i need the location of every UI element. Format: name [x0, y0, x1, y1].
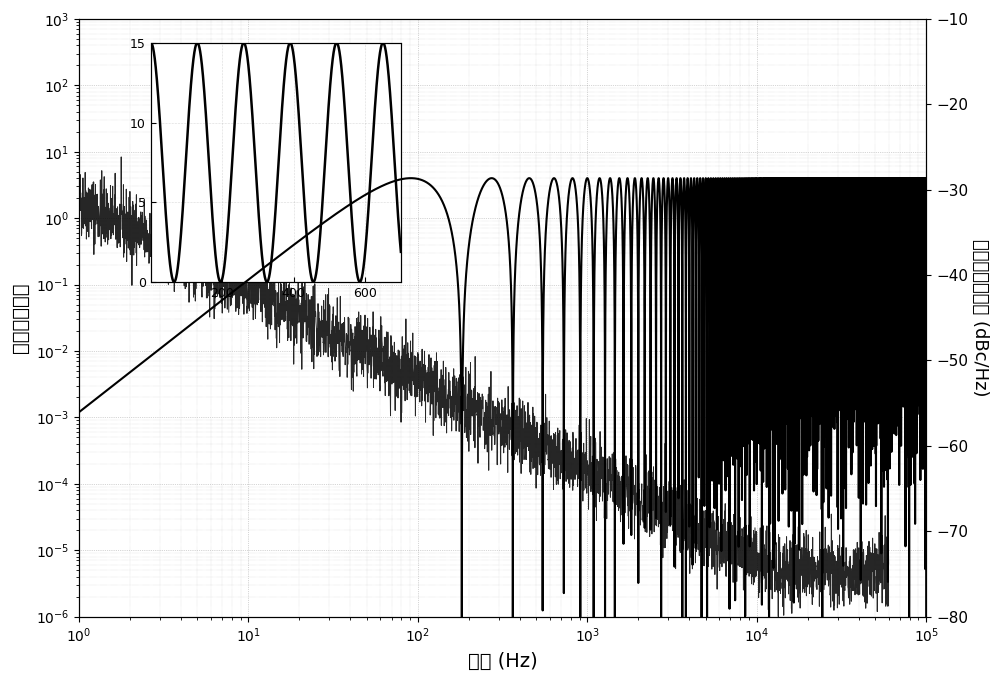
- Y-axis label: 传递函数幅値: 传递函数幅値: [11, 282, 30, 353]
- Y-axis label: 拉曼光相位噪声 (dBc/Hz): 拉曼光相位噪声 (dBc/Hz): [971, 239, 989, 396]
- X-axis label: 频偏 (Hz): 频偏 (Hz): [468, 652, 537, 671]
